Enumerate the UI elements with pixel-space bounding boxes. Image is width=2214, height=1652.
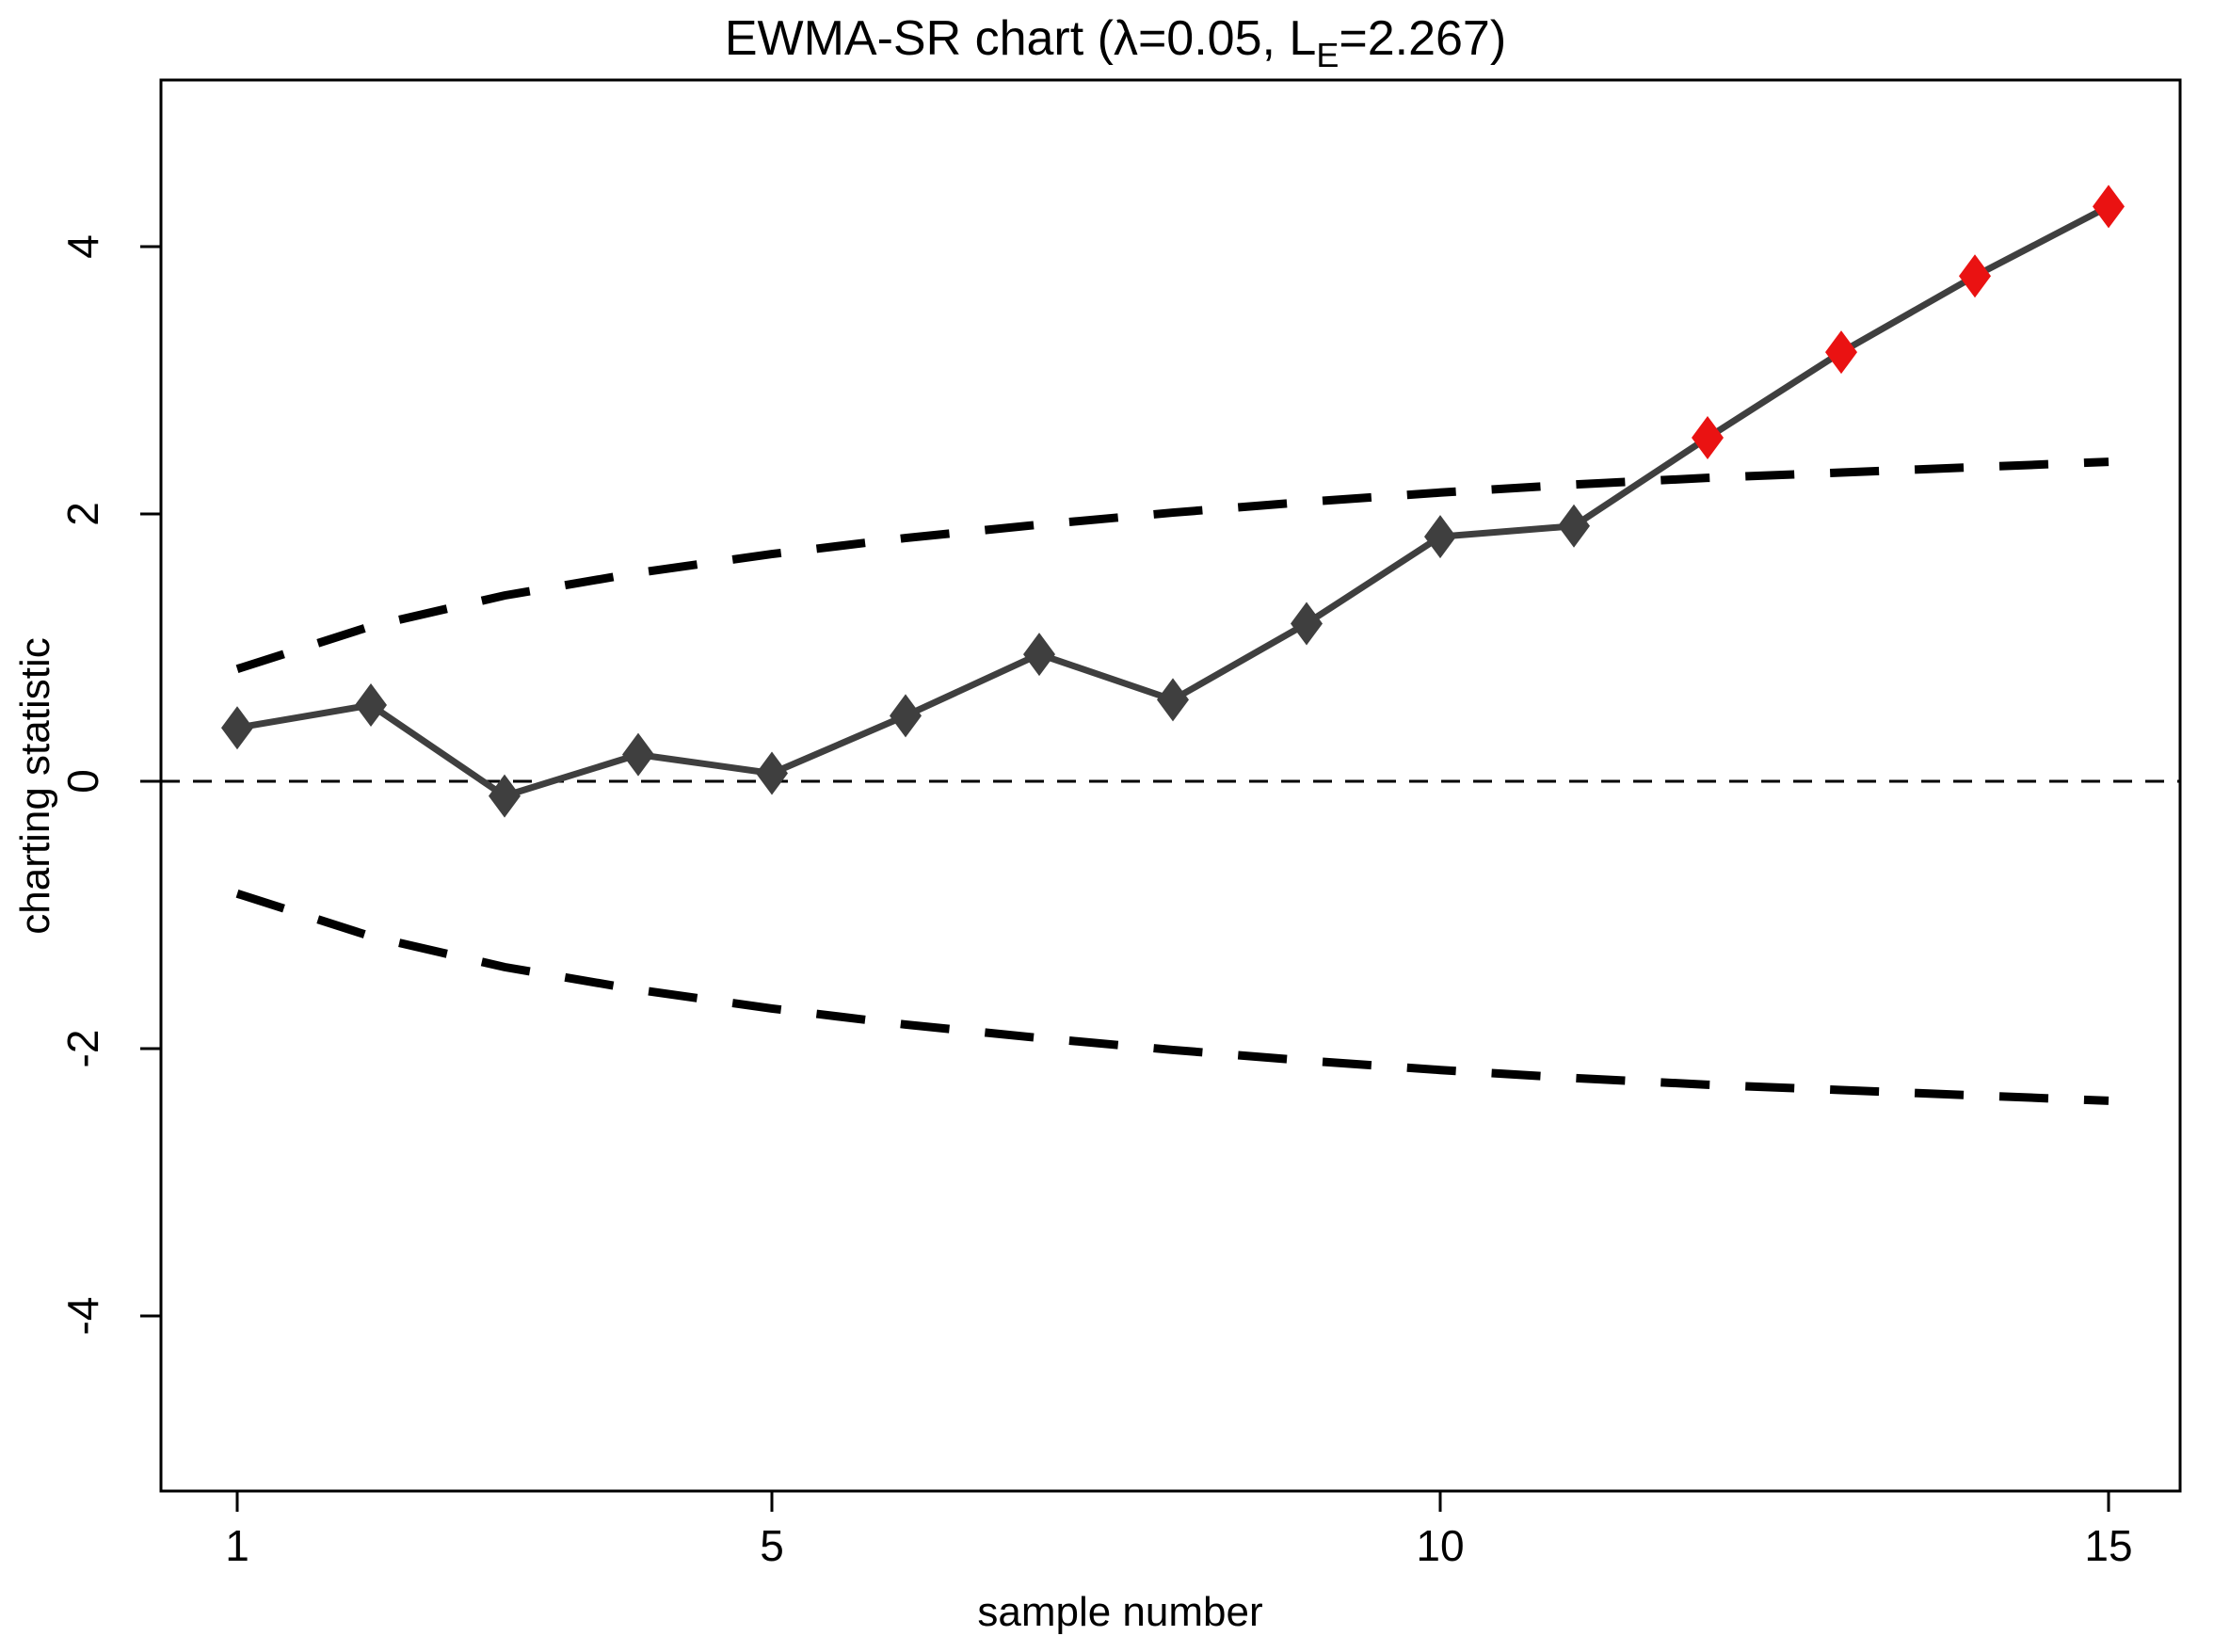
out-of-control-point [1959,254,1991,298]
data-point-markers [221,184,2125,818]
in-control-point [1558,504,1590,548]
in-control-point [221,706,253,750]
in-control-point [489,774,521,818]
in-control-point [1424,515,1456,559]
in-control-point [756,751,788,795]
plot-box [159,78,2182,1493]
out-of-control-point [2093,184,2125,229]
in-control-point [890,694,922,738]
axis-ticks [140,245,2110,1512]
upper-control-limit-curve [235,457,2110,674]
y-tick-label: 0 [58,769,107,794]
x-axis-label: sample number [977,1589,1262,1635]
y-tick-label: -2 [58,1030,107,1068]
lower-control-limit-curve [235,889,2110,1105]
x-tick-label: 10 [1416,1521,1464,1570]
out-of-control-point [1825,330,1857,375]
in-control-point [1291,601,1323,646]
y-tick-label: 2 [58,502,107,526]
plot-frame [159,78,2182,1493]
control-limit-curves [235,457,2110,1105]
out-of-control-point [1692,416,1724,460]
x-tick-label: 5 [760,1521,784,1570]
y-tick-label: 4 [58,234,107,259]
in-control-point [1023,633,1055,677]
x-tick-label: 1 [225,1521,249,1570]
y-axis-label: charting statistic [12,637,58,934]
chart-title: EWMA-SR chart (λ=0.05, LE=2.267) [725,11,1506,74]
in-control-point [1157,678,1189,722]
in-control-point [622,732,654,777]
x-tick-label: 15 [2084,1521,2132,1570]
in-control-point [355,683,387,728]
y-tick-label: -4 [58,1297,107,1336]
